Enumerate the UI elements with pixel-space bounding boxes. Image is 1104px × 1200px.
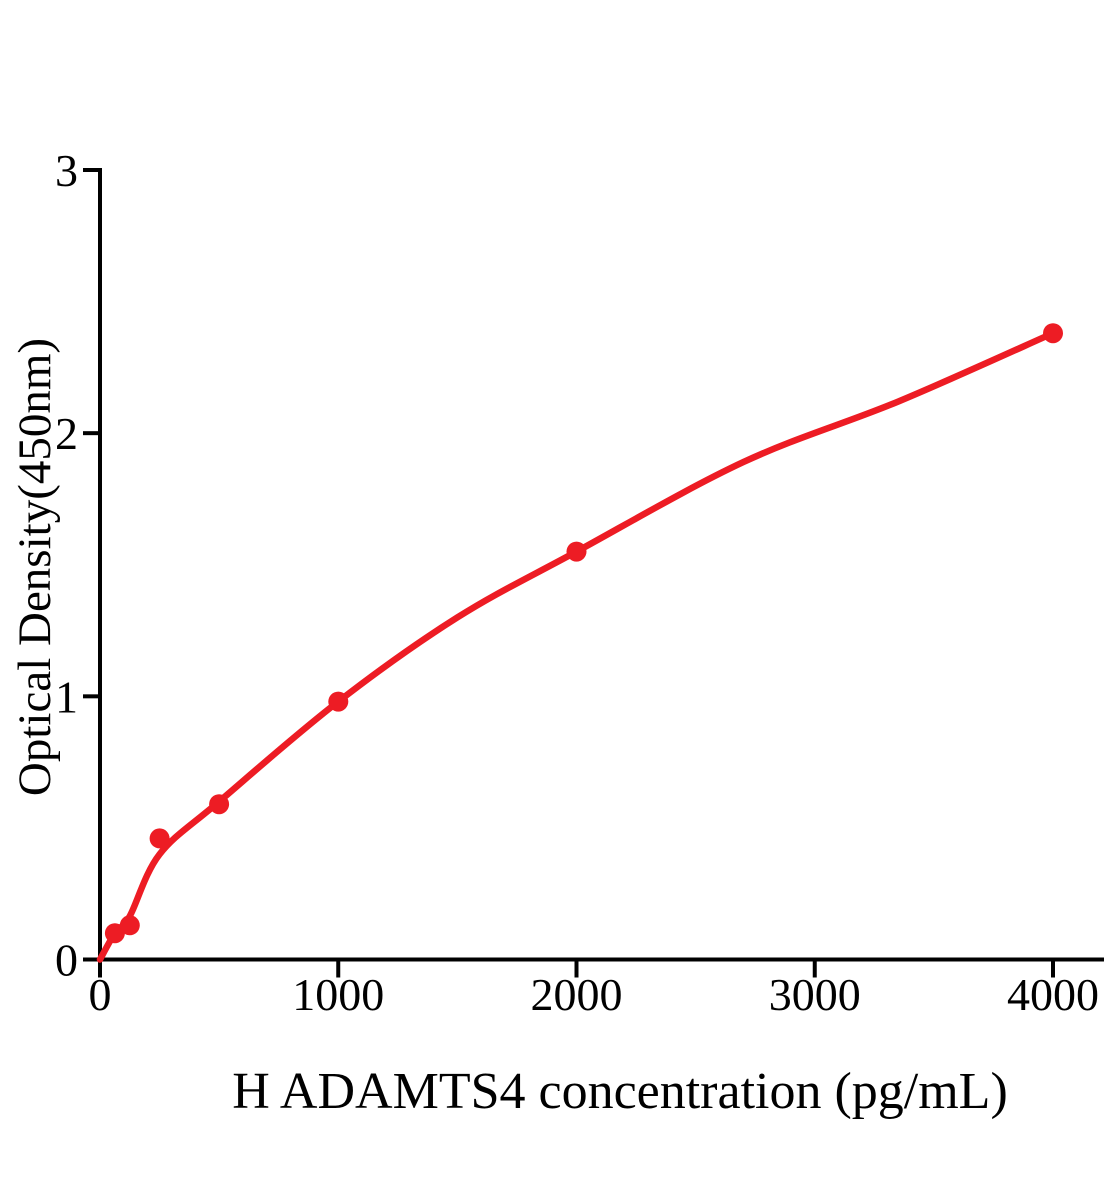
data-point	[566, 541, 587, 562]
x-axis-title: H ADAMTS4 concentration (pg/mL)	[232, 1063, 1008, 1120]
data-point	[328, 691, 349, 712]
y-tick-label: 1	[55, 671, 78, 722]
data-point	[1043, 323, 1063, 344]
x-tick-label: 2000	[531, 969, 623, 1020]
x-axis-ticks: 0 1000 2000 3000 4000	[89, 961, 1099, 1020]
x-tick-label: 3000	[769, 969, 861, 1020]
fit-curve-line	[96, 329, 1057, 963]
x-tick-label: 1000	[292, 969, 384, 1020]
x-tick-label: 0	[89, 969, 112, 1020]
data-point	[209, 794, 230, 815]
y-axis-title: Optical Density(450nm)	[9, 338, 61, 796]
y-tick-label: 3	[55, 145, 78, 196]
y-tick-label: 2	[55, 408, 78, 459]
data-point	[104, 923, 125, 944]
data-point	[149, 828, 170, 849]
data-points	[104, 323, 1063, 944]
x-tick-label: 4000	[1007, 969, 1099, 1020]
y-axis-ticks: 0 1 2 3	[55, 145, 98, 986]
y-tick-label: 0	[55, 935, 78, 986]
data-point	[119, 915, 140, 936]
